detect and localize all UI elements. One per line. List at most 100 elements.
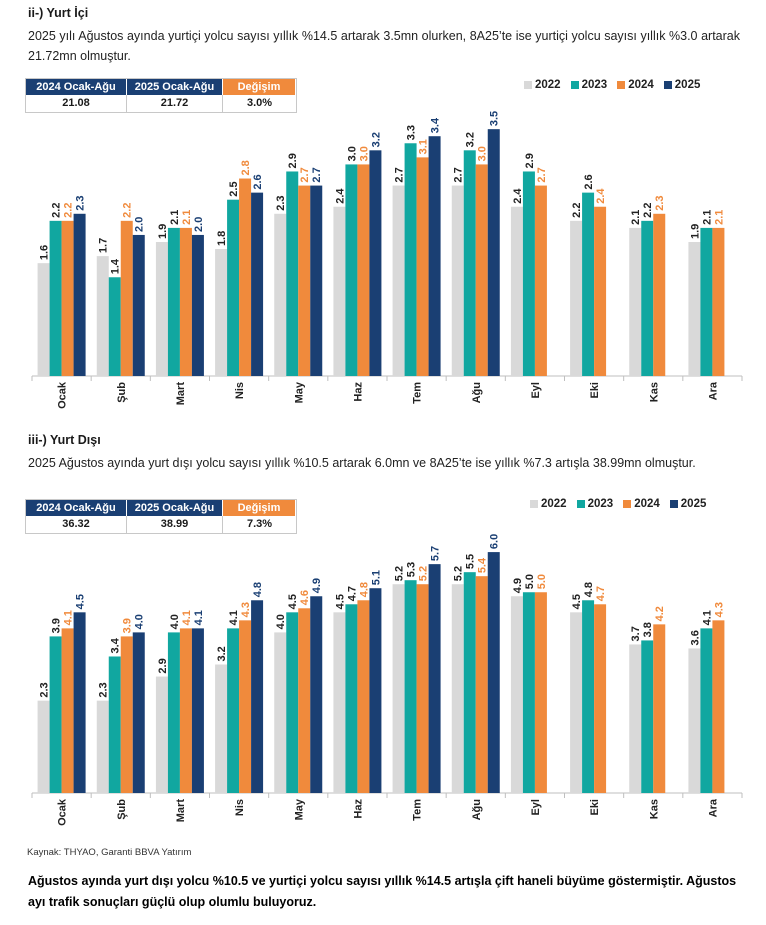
category-label-Tem: Tem [412, 382, 424, 404]
data-label-2022-Nis: 3.2 [216, 646, 228, 661]
bar-2022-Eyl [510, 596, 523, 793]
data-label-2024-Şub: 2.2 [122, 203, 134, 218]
category-label-Haz: Haz [352, 382, 364, 402]
bar-2023-Kas [641, 220, 654, 376]
summary-value-2025: 38.99 [127, 516, 223, 533]
legend-item-2024: 2024 [623, 498, 660, 510]
category-label-May: May [293, 381, 305, 403]
bar-2024-Eyl [534, 592, 547, 793]
bar-2022-Şub [96, 700, 109, 793]
summary-header-2024: 2024 Ocak-Ağu [26, 79, 127, 95]
international-paragraph: 2025 Ağustos ayında yurt dışı yolcu sayı… [28, 456, 696, 470]
data-label-2025-Şub: 2.0 [134, 217, 146, 232]
bar-2022-Kas [629, 227, 642, 376]
data-label-2023-Eki: 4.8 [583, 582, 595, 597]
bar-2025-Tem [428, 136, 441, 376]
bar-2024-Nis [239, 620, 252, 793]
bar-2024-Ağu [475, 576, 488, 793]
bar-2022-Ağu [451, 584, 464, 793]
data-label-2022-Mart: 1.9 [157, 224, 169, 239]
bar-2024-Kas [653, 213, 666, 376]
bar-2023-Kas [641, 640, 654, 793]
source-note: Kaynak: THYAO, Garanti BBVA Yatırım [27, 847, 192, 858]
bar-2024-Tem [416, 584, 429, 793]
data-label-2023-Haz: 4.7 [346, 586, 358, 601]
category-label-Ocak: Ocak [57, 798, 69, 826]
legend-item-2022: 2022 [530, 498, 567, 510]
category-label-Eyl: Eyl [530, 382, 542, 399]
category-label-Şub: Şub [116, 799, 128, 820]
domestic-summary-table: 2024 Ocak-Ağu 2025 Ocak-Ağu Değişim 21.0… [25, 78, 297, 113]
data-label-2023-Eki: 2.6 [583, 174, 595, 189]
bar-2023-Nis [227, 199, 240, 376]
category-label-Mart: Mart [175, 799, 187, 823]
data-label-2022-May: 4.0 [275, 614, 287, 629]
bar-2024-Eyl [534, 185, 547, 376]
international-legend: 2022 2023 2024 2025 [530, 498, 706, 510]
summary-value-change: 3.0% [246, 97, 273, 109]
data-label-2025-Şub: 4.0 [134, 614, 146, 629]
data-label-2024-Ağu: 3.0 [477, 146, 489, 161]
data-label-2022-Ağu: 5.2 [453, 566, 465, 581]
bar-2025-Ağu [487, 552, 500, 793]
data-label-2025-Mart: 2.0 [193, 217, 205, 232]
data-label-2024-Ocak: 2.2 [63, 203, 75, 218]
bar-2022-May [274, 213, 287, 376]
bar-2023-Ocak [49, 220, 62, 376]
bar-2024-May [298, 185, 311, 376]
data-label-2023-Ağu: 5.5 [465, 554, 477, 569]
bar-2023-Ara [700, 628, 713, 793]
bar-2024-Ara [712, 227, 725, 376]
category-label-Tem: Tem [412, 799, 424, 821]
data-label-2023-Şub: 1.4 [110, 258, 122, 274]
data-label-2023-Şub: 3.4 [110, 637, 122, 653]
bar-2022-Ara [688, 648, 701, 793]
category-label-Ağu: Ağu [471, 799, 483, 820]
summary-value-2024: 21.08 [26, 95, 127, 112]
data-label-2023-Tem: 5.3 [406, 562, 418, 577]
category-label-Eyl: Eyl [530, 799, 542, 816]
data-label-2025-Tem: 5.7 [430, 546, 442, 561]
bar-2022-Haz [333, 612, 346, 793]
domestic-legend: 2022 2023 2024 2025 [524, 79, 700, 91]
bar-2023-Eki [582, 192, 595, 376]
data-label-2022-May: 2.3 [275, 195, 287, 210]
bar-2022-Nis [215, 249, 228, 376]
bar-2024-Mart [179, 227, 192, 376]
data-label-2024-May: 2.7 [299, 167, 311, 182]
bar-2024-Ocak [61, 628, 74, 793]
data-label-2022-Eyl: 4.9 [512, 578, 524, 593]
data-label-2022-Ara: 3.6 [689, 630, 701, 645]
summary-header-change: Değişim [223, 79, 296, 95]
bar-2022-May [274, 632, 287, 793]
legend-item-2022: 2022 [524, 79, 561, 91]
category-label-Eki: Eki [589, 382, 601, 399]
category-label-Ocak: Ocak [57, 381, 69, 409]
bar-2025-Mart [191, 234, 204, 376]
data-label-2024-Şub: 3.9 [122, 618, 134, 633]
data-label-2024-Tem: 3.1 [418, 139, 430, 154]
data-label-2023-Ocak: 3.9 [51, 618, 63, 633]
data-label-2024-Ara: 2.1 [713, 210, 725, 225]
bar-2022-Şub [96, 256, 109, 376]
data-label-2023-Nis: 2.5 [228, 181, 240, 196]
bar-2022-Kas [629, 644, 642, 793]
bar-2023-May [286, 612, 299, 793]
bar-2023-Eyl [522, 592, 535, 793]
category-label-Ara: Ara [707, 381, 719, 400]
category-label-Şub: Şub [116, 382, 128, 403]
category-label-Eki: Eki [589, 799, 601, 816]
bar-2023-Mart [167, 632, 180, 793]
summary-header-2025: 2025 Ocak-Ağu [127, 500, 223, 516]
bar-2024-Şub [120, 220, 133, 376]
data-label-2022-Haz: 4.5 [334, 594, 346, 609]
summary-header-change: Değişim [223, 500, 296, 516]
data-label-2023-Ara: 2.1 [701, 210, 713, 225]
bar-2025-Haz [369, 588, 382, 793]
bar-2025-May [310, 596, 323, 793]
data-label-2022-Şub: 2.3 [98, 682, 110, 697]
data-label-2022-Mart: 2.9 [157, 658, 169, 673]
bar-2024-Şub [120, 636, 133, 793]
data-label-2023-Nis: 4.1 [228, 610, 240, 625]
data-label-2025-Tem: 3.4 [430, 117, 442, 133]
